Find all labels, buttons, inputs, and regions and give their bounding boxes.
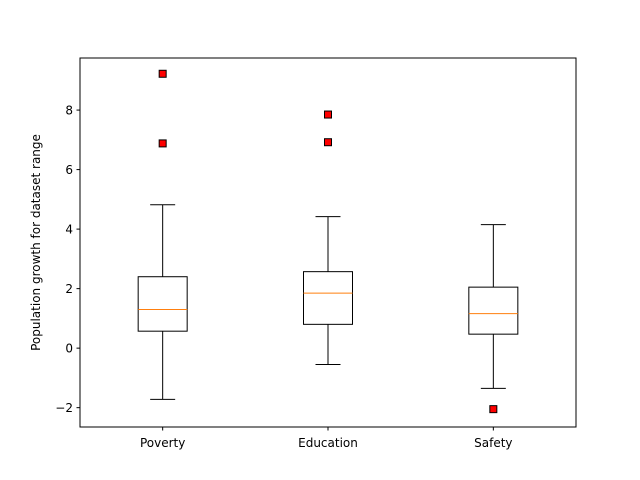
box-group-education xyxy=(303,110,353,366)
outlier-point xyxy=(158,69,167,78)
outlier-point xyxy=(489,405,498,414)
x-tick-label-safety: Safety xyxy=(474,436,512,450)
y-tick-label: 4 xyxy=(65,223,73,237)
y-tick-label: 8 xyxy=(65,104,73,118)
outlier-point xyxy=(324,110,332,119)
axes: −2 0 2 4 6 8 Poverty Education Safety xyxy=(55,104,512,450)
box-iqr xyxy=(303,271,353,325)
y-axis-label: Population growth for dataset range xyxy=(29,134,43,351)
x-tick-label-education: Education xyxy=(298,436,358,450)
y-tick-label: 2 xyxy=(65,282,73,296)
box-group-poverty xyxy=(137,69,188,400)
y-tick-label: 0 xyxy=(65,342,73,356)
outlier-point xyxy=(158,139,167,148)
x-tick-label-poverty: Poverty xyxy=(140,436,185,450)
plot-frame xyxy=(79,57,577,428)
y-tick-label: 6 xyxy=(65,163,73,177)
y-tick-label: −2 xyxy=(55,401,73,415)
chart-marks xyxy=(137,69,519,414)
outlier-point xyxy=(324,138,332,147)
box-iqr xyxy=(468,286,519,335)
box-iqr xyxy=(137,276,188,332)
box-group-safety xyxy=(468,224,519,414)
